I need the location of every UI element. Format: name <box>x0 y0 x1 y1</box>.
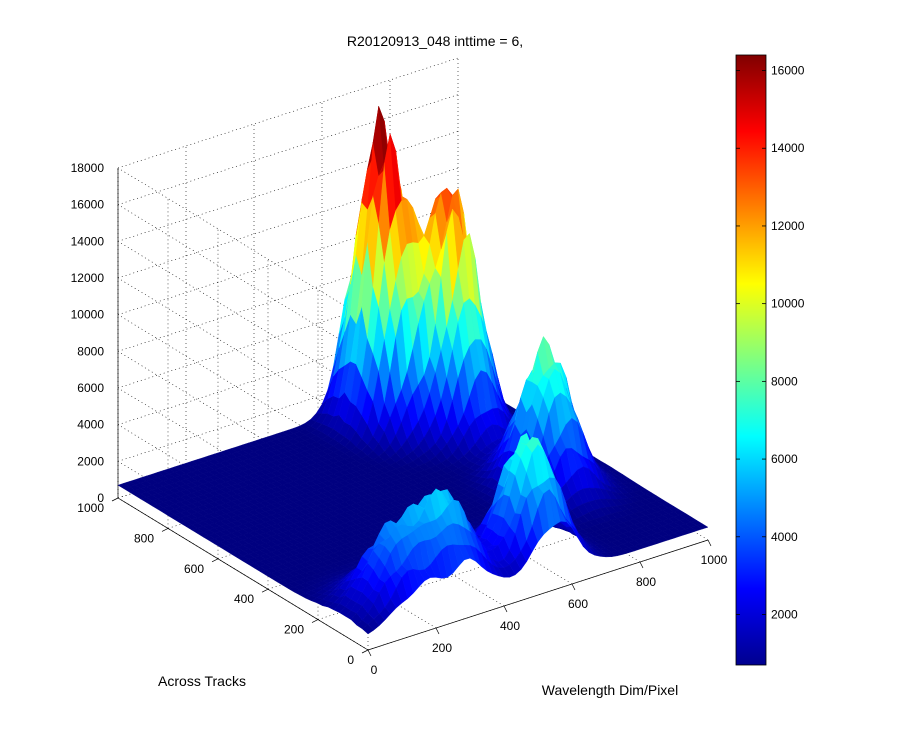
grid-line <box>117 204 369 357</box>
y-tick-mark <box>111 497 119 502</box>
y-tick-mark <box>211 558 219 563</box>
colorbar-tick-label: 6000 <box>771 452 798 466</box>
grid-line <box>117 167 369 321</box>
colorbar-fill <box>736 55 766 665</box>
x-tick-label: 1000 <box>701 553 728 567</box>
y-tick-label: 400 <box>234 592 254 606</box>
wavelength-axis-ticks: 0 200 400 600 800 1000 <box>367 539 728 677</box>
grid-line <box>117 241 369 394</box>
x-axis-label: Wavelength Dim/Pixel <box>542 682 678 698</box>
colorbar-tick-label: 10000 <box>771 297 805 311</box>
colorbar-tick-label: 16000 <box>771 64 805 78</box>
y-tick-label: 800 <box>134 531 154 545</box>
colorbar-tick-label: 4000 <box>771 530 798 544</box>
z-tick-label: 16000 <box>71 198 105 212</box>
z-tick-label: 14000 <box>71 234 105 248</box>
y-tick-mark <box>361 649 369 654</box>
y-axis-line <box>117 497 369 651</box>
y-tick-mark <box>161 528 169 532</box>
z-tick-label: 10000 <box>71 308 105 322</box>
y-tick-label: 200 <box>284 623 304 637</box>
chart-title: R20120913_048 inttime = 6, <box>347 33 523 49</box>
colorbar-tick-label: 8000 <box>771 374 798 388</box>
z-tick-label: 0 <box>97 491 104 505</box>
x-tick-label: 0 <box>371 663 378 677</box>
colorbar-tick-label: 2000 <box>771 607 798 621</box>
z-tick-label: 8000 <box>77 344 104 358</box>
colorbar-tick-label: 14000 <box>771 141 805 155</box>
grid-line <box>253 453 505 607</box>
grid-line <box>117 94 459 205</box>
colorbar-ticks: 2000 4000 6000 8000 10000 12000 14000 16000 <box>736 64 805 621</box>
axes-box <box>117 168 709 651</box>
x-tick-mark <box>435 627 440 635</box>
colorbar-tick-label: 12000 <box>771 219 805 233</box>
x-tick-label: 600 <box>568 597 588 611</box>
y-tick-label: 0 <box>347 653 354 667</box>
x-tick-mark <box>367 649 372 657</box>
z-tick-label: 2000 <box>77 454 104 468</box>
surface-plot <box>117 106 709 635</box>
colorbar: 2000 4000 6000 8000 10000 12000 14000 16000 <box>735 54 805 666</box>
z-tick-label: 4000 <box>77 418 104 432</box>
y-tick-label: 1000 <box>77 501 104 515</box>
x-tick-label: 800 <box>636 575 656 589</box>
x-tick-mark <box>707 539 712 547</box>
z-tick-label: 18000 <box>71 161 105 175</box>
x-tick-label: 400 <box>500 619 520 633</box>
x-tick-mark <box>571 583 576 591</box>
across-tracks-axis-ticks: 0 200 400 600 800 1000 <box>77 497 369 667</box>
z-axis-ticks: 0 2000 4000 6000 8000 10000 12000 14000 16000 180… <box>71 161 105 505</box>
x-tick-label: 200 <box>432 641 452 655</box>
z-tick-label: 12000 <box>71 271 105 285</box>
colorbar-frame <box>735 54 767 666</box>
x-axis-line <box>367 539 709 651</box>
y-axis-label: Across Tracks <box>158 673 246 689</box>
z-tick-label: 6000 <box>77 381 104 395</box>
y-tick-mark <box>261 588 269 593</box>
x-tick-mark <box>639 561 644 569</box>
y-tick-label: 600 <box>184 562 204 576</box>
surface-patch <box>696 523 709 530</box>
grid-line <box>117 57 459 169</box>
x-tick-mark <box>503 605 508 613</box>
y-tick-mark <box>311 619 319 623</box>
grid-line <box>321 431 573 585</box>
